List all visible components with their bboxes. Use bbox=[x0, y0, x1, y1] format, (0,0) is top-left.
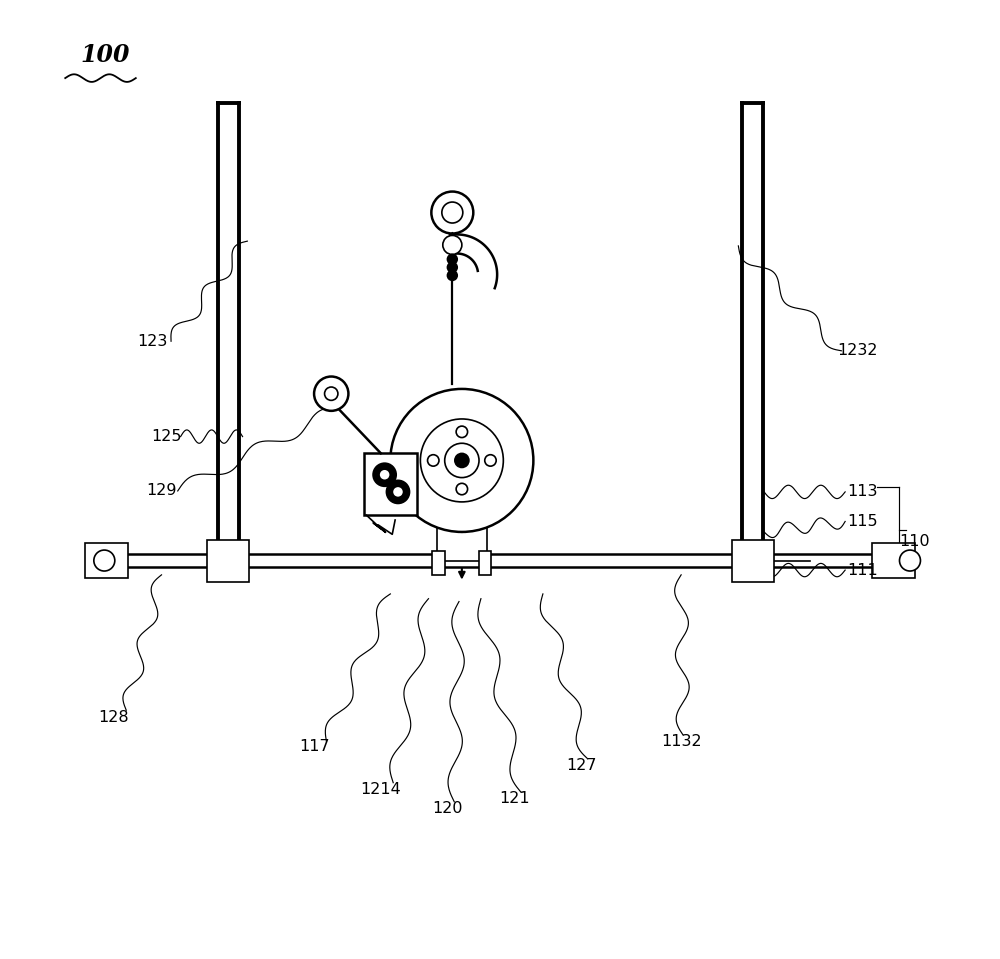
Bar bbox=[872, 544, 915, 577]
Text: 125: 125 bbox=[151, 429, 182, 444]
Text: 127: 127 bbox=[566, 758, 596, 773]
Text: 128: 128 bbox=[99, 711, 129, 725]
Circle shape bbox=[447, 269, 458, 281]
Bar bbox=[732, 540, 774, 581]
Circle shape bbox=[485, 455, 496, 466]
Text: 120: 120 bbox=[432, 801, 463, 816]
Circle shape bbox=[428, 455, 439, 466]
Circle shape bbox=[456, 426, 468, 437]
Bar bbox=[364, 454, 417, 515]
Bar bbox=[207, 540, 249, 581]
Text: 110: 110 bbox=[899, 534, 930, 549]
Bar bbox=[432, 551, 445, 574]
Text: 121: 121 bbox=[499, 791, 530, 807]
Circle shape bbox=[390, 389, 533, 532]
Circle shape bbox=[314, 377, 348, 410]
Text: 100: 100 bbox=[80, 43, 130, 67]
Circle shape bbox=[447, 262, 458, 273]
Bar bbox=[479, 551, 491, 574]
Bar bbox=[85, 544, 128, 577]
Text: 117: 117 bbox=[299, 739, 329, 754]
Text: 123: 123 bbox=[137, 334, 167, 349]
Circle shape bbox=[447, 253, 458, 265]
Circle shape bbox=[94, 550, 115, 571]
Circle shape bbox=[380, 470, 389, 480]
Circle shape bbox=[420, 419, 503, 502]
Circle shape bbox=[325, 387, 338, 400]
Circle shape bbox=[456, 483, 468, 495]
Text: 1232: 1232 bbox=[837, 343, 878, 359]
Circle shape bbox=[899, 550, 920, 571]
Circle shape bbox=[445, 443, 479, 478]
Text: 115: 115 bbox=[847, 514, 878, 529]
Text: 111: 111 bbox=[847, 563, 878, 577]
Circle shape bbox=[454, 453, 470, 468]
Circle shape bbox=[386, 480, 410, 504]
Text: 1214: 1214 bbox=[360, 782, 401, 797]
Circle shape bbox=[393, 487, 403, 497]
Bar bbox=[437, 508, 487, 561]
Circle shape bbox=[372, 462, 397, 487]
Text: 129: 129 bbox=[146, 483, 177, 499]
Circle shape bbox=[443, 235, 462, 254]
Circle shape bbox=[442, 202, 463, 223]
Circle shape bbox=[431, 192, 473, 233]
Text: 113: 113 bbox=[847, 484, 878, 500]
Text: 1132: 1132 bbox=[661, 735, 701, 749]
